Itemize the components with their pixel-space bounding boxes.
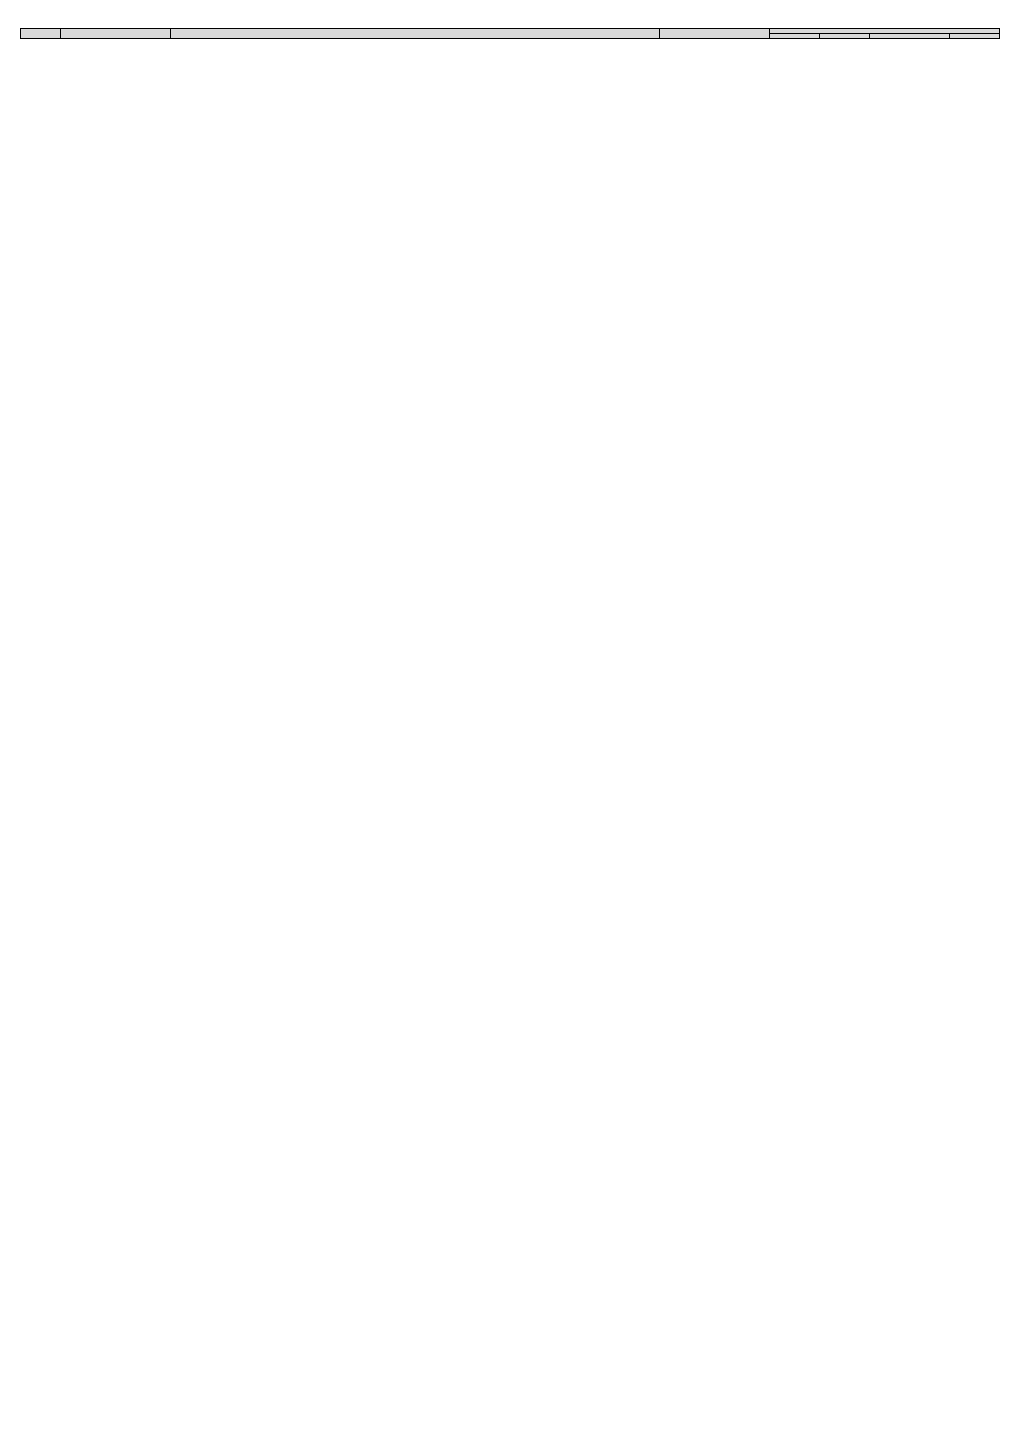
col-header-total (950, 34, 1000, 39)
col-header-male (770, 34, 820, 39)
col-header-unit (171, 29, 660, 39)
col-header-transgender (870, 34, 950, 39)
col-header-rutype (660, 29, 770, 39)
col-header-subdistrict (61, 29, 171, 39)
table-header (21, 29, 1000, 39)
col-header-female (820, 34, 870, 39)
registration-table (20, 28, 1000, 39)
col-header-slno (21, 29, 61, 39)
